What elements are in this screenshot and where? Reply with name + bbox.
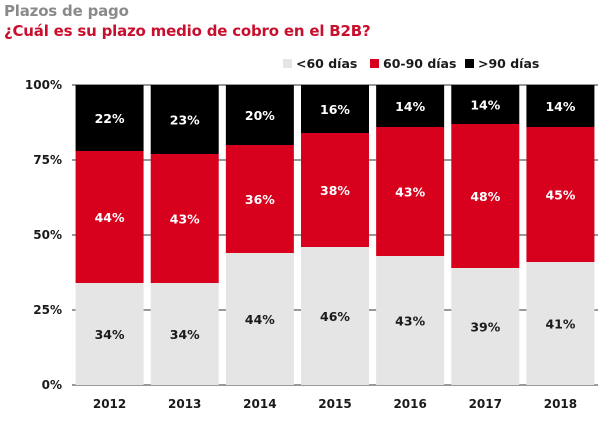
y-tick-label: 75% [33,153,62,167]
bar-segment-gt90 [451,85,520,124]
legend-label: >90 días [478,56,539,71]
data-label: 14% [395,99,425,114]
data-label: 41% [545,317,575,332]
bar-segment-lt60 [150,283,219,385]
x-tick-label: 2017 [469,397,502,411]
bar-segment-lt60 [526,262,595,385]
data-label: 43% [395,314,425,329]
data-label: 34% [170,327,200,342]
x-tick-label: 2012 [93,397,126,411]
data-label: 43% [170,212,200,227]
bar-segment-gt90 [225,85,294,145]
bar-segment-lt60 [225,253,294,385]
bar-segment-60to90 [75,151,144,283]
legend-swatch-60to90 [370,59,379,68]
legend-label: 60-90 días [383,56,456,71]
x-tick-label: 2015 [318,397,351,411]
data-label: 20% [245,108,275,123]
bar-segment-gt90 [301,85,369,133]
data-label: 38% [320,183,350,198]
data-label: 48% [470,189,500,204]
bar-segment-60to90 [150,154,219,283]
bar-segment-60to90 [301,133,369,247]
data-label: 34% [95,327,125,342]
data-label: 44% [95,210,125,225]
legend: <60 días 60-90 días >90 días [283,56,539,71]
data-label: 44% [245,312,275,327]
legend-label: <60 días [296,56,357,71]
bars [75,85,595,385]
data-label: 22% [95,111,125,126]
x-axis: 2012 2013 2014 2015 2016 2017 2018 [93,397,577,411]
bar-segment-lt60 [75,283,144,385]
bar-segment-gt90 [75,85,144,151]
x-tick-label: 2016 [393,397,426,411]
bar-segment-60to90 [526,127,595,262]
data-label: 23% [170,113,200,128]
legend-swatch-gt90 [465,59,474,68]
y-tick-label: 25% [33,303,62,317]
data-label: 36% [245,192,275,207]
y-tick-label: 0% [42,378,62,392]
data-label: 14% [470,98,500,113]
y-axis: 0% 25% 50% 75% 100% [25,78,62,392]
data-label: 14% [545,99,575,114]
data-label: 43% [395,185,425,200]
legend-swatch-lt60 [283,59,292,68]
bar-segment-gt90 [376,85,445,127]
bar-segment-gt90 [150,85,219,154]
data-label: 16% [320,102,350,117]
bar-segment-lt60 [451,268,520,385]
data-label: 46% [320,309,350,324]
bar-segment-60to90 [225,145,294,253]
y-tick-label: 100% [25,78,62,92]
data-label: 45% [545,188,575,203]
bar-segment-lt60 [376,256,445,385]
data-label: 39% [470,320,500,335]
bar-segment-60to90 [376,127,445,256]
x-tick-label: 2014 [243,397,276,411]
bar-segment-60to90 [451,124,520,268]
segment-labels: 34% 44% 22% 34% 43% 23% 44% 36% 20% 46% 38% 16% 43% 4… [95,98,576,343]
y-tick-label: 50% [33,228,62,242]
bar-segment-lt60 [301,247,369,385]
x-tick-label: 2013 [168,397,201,411]
x-tick-label: 2018 [544,397,577,411]
bar-segment-gt90 [526,85,595,127]
chart-kicker: Plazos de pago [4,2,129,20]
chart-title: ¿Cuál es su plazo medio de cobro en el B… [4,22,371,40]
